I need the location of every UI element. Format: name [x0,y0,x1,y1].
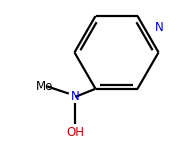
Text: Me: Me [36,80,53,93]
Text: N: N [155,21,164,34]
Text: N: N [71,90,80,103]
Text: OH: OH [66,126,84,139]
